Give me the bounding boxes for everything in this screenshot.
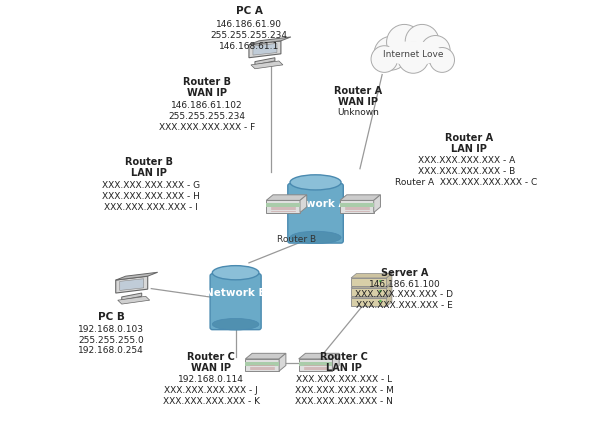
Polygon shape <box>266 195 307 200</box>
Text: 192.168.0.254: 192.168.0.254 <box>79 346 144 355</box>
Text: XXX.XXX.XXX.XXX - H: XXX.XXX.XXX.XXX - H <box>103 192 200 201</box>
Text: LAN IP: LAN IP <box>451 144 487 154</box>
Text: XXX.XXX.XXX.XXX - N: XXX.XXX.XXX.XXX - N <box>295 397 394 406</box>
Polygon shape <box>245 359 279 371</box>
Polygon shape <box>340 200 374 213</box>
FancyBboxPatch shape <box>210 274 261 329</box>
Text: 255.255.255.234: 255.255.255.234 <box>168 112 245 121</box>
Polygon shape <box>351 274 392 278</box>
Polygon shape <box>300 195 307 213</box>
Text: XXX.XXX.XXX.XXX - E: XXX.XXX.XXX.XXX - E <box>356 301 453 310</box>
Polygon shape <box>266 203 300 207</box>
Ellipse shape <box>290 175 341 190</box>
Text: XXX.XXX.XXX.XXX - B: XXX.XXX.XXX.XXX - B <box>418 167 515 176</box>
Polygon shape <box>251 61 283 69</box>
Text: XXX.XXX.XXX.XXX - J: XXX.XXX.XXX.XXX - J <box>164 386 258 395</box>
Text: LAN IP: LAN IP <box>326 363 362 373</box>
Text: PC B: PC B <box>98 313 125 322</box>
Polygon shape <box>351 298 386 306</box>
Polygon shape <box>351 278 386 286</box>
Circle shape <box>398 42 429 73</box>
Text: Internet Love: Internet Love <box>383 50 443 59</box>
Circle shape <box>430 48 455 72</box>
Polygon shape <box>386 274 392 286</box>
Text: XXX.XXX.XXX.XXX - A: XXX.XXX.XXX.XXX - A <box>418 156 515 165</box>
Polygon shape <box>386 283 392 297</box>
Text: Router C: Router C <box>187 352 235 361</box>
Polygon shape <box>118 296 150 304</box>
Text: Router A: Router A <box>445 133 493 143</box>
Text: Router A: Router A <box>334 86 382 96</box>
Polygon shape <box>374 195 380 213</box>
Text: Server A: Server A <box>380 268 428 278</box>
Text: 146.186.61.90: 146.186.61.90 <box>216 20 282 29</box>
Text: WAN IP: WAN IP <box>338 97 378 107</box>
Text: XXX.XXX.XXX.XXX - D: XXX.XXX.XXX.XXX - D <box>355 290 454 299</box>
Ellipse shape <box>385 41 442 66</box>
Text: 192.168.0.103: 192.168.0.103 <box>78 325 144 334</box>
Polygon shape <box>340 203 374 207</box>
Circle shape <box>374 36 408 70</box>
Polygon shape <box>351 293 392 298</box>
Text: Unknown: Unknown <box>337 108 379 117</box>
Text: 146.168.61.1: 146.168.61.1 <box>219 42 279 51</box>
Text: 146.186.61.100: 146.186.61.100 <box>368 280 440 289</box>
Text: Router B: Router B <box>277 235 316 244</box>
Polygon shape <box>332 353 339 371</box>
Polygon shape <box>266 200 300 213</box>
Text: Router B: Router B <box>183 77 231 87</box>
Text: XXX.XXX.XXX.XXX - K: XXX.XXX.XXX.XXX - K <box>163 397 260 406</box>
Polygon shape <box>386 293 392 306</box>
Polygon shape <box>122 293 142 300</box>
Polygon shape <box>351 288 386 297</box>
Text: Network B: Network B <box>205 288 266 298</box>
Polygon shape <box>116 276 148 293</box>
Circle shape <box>379 300 382 302</box>
Circle shape <box>421 36 450 65</box>
Polygon shape <box>255 58 275 65</box>
Text: XXX.XXX.XXX.XXX - L: XXX.XXX.XXX.XXX - L <box>296 375 392 384</box>
Polygon shape <box>299 361 332 366</box>
Text: XXX.XXX.XXX.XXX - M: XXX.XXX.XXX.XXX - M <box>295 386 394 395</box>
Text: XXX.XXX.XXX.XXX - F: XXX.XXX.XXX.XXX - F <box>158 123 255 132</box>
Text: 255.255.255.0: 255.255.255.0 <box>79 336 144 345</box>
Polygon shape <box>299 359 332 371</box>
Text: XXX.XXX.XXX.XXX - I: XXX.XXX.XXX.XXX - I <box>104 203 198 212</box>
Polygon shape <box>249 41 281 58</box>
Polygon shape <box>299 353 339 359</box>
Polygon shape <box>340 195 380 200</box>
Polygon shape <box>279 353 286 371</box>
Text: Router C: Router C <box>320 352 368 361</box>
Polygon shape <box>116 272 158 280</box>
Polygon shape <box>245 361 279 366</box>
Text: 146.186.61.102: 146.186.61.102 <box>171 101 242 110</box>
Ellipse shape <box>212 318 259 330</box>
Polygon shape <box>351 283 392 288</box>
Polygon shape <box>249 37 291 45</box>
Circle shape <box>379 280 382 282</box>
Text: WAN IP: WAN IP <box>187 88 227 98</box>
Text: WAN IP: WAN IP <box>191 363 231 373</box>
Ellipse shape <box>290 231 341 244</box>
Text: 255.255.255.234: 255.255.255.234 <box>211 31 287 40</box>
Text: Router B: Router B <box>125 157 173 167</box>
Text: LAN IP: LAN IP <box>131 168 167 178</box>
Text: 192.168.0.114: 192.168.0.114 <box>178 375 244 384</box>
Ellipse shape <box>212 266 259 280</box>
Polygon shape <box>245 353 286 359</box>
Polygon shape <box>120 279 144 290</box>
FancyBboxPatch shape <box>288 184 343 243</box>
Circle shape <box>405 24 439 58</box>
Circle shape <box>386 24 422 60</box>
Text: XXX.XXX.XXX.XXX - G: XXX.XXX.XXX.XXX - G <box>102 181 200 190</box>
Circle shape <box>371 46 398 72</box>
Circle shape <box>379 290 382 292</box>
Text: Router A  XXX.XXX.XXX.XXX - C: Router A XXX.XXX.XXX.XXX - C <box>395 178 538 186</box>
Polygon shape <box>253 44 277 55</box>
Text: Network A: Network A <box>285 199 346 209</box>
Text: PC A: PC A <box>236 6 262 16</box>
